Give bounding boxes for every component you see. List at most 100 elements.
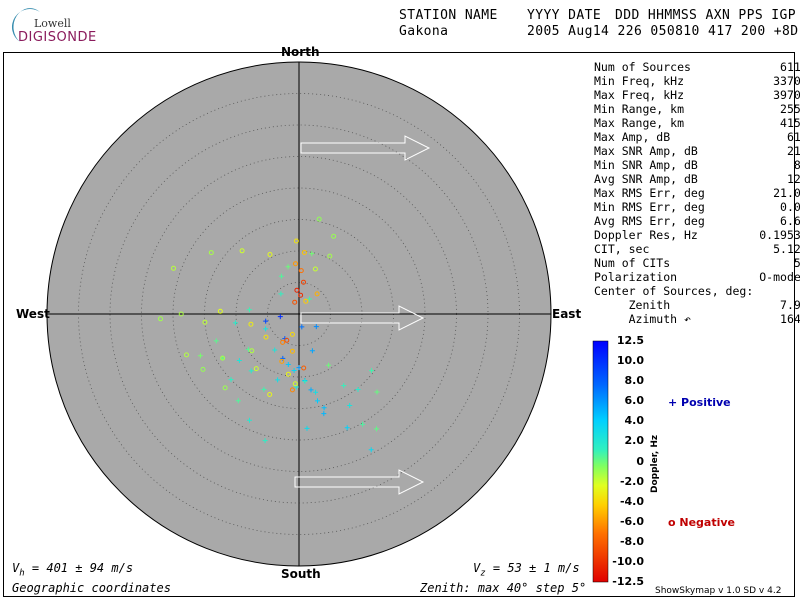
negative-point (200, 366, 206, 372)
colorbar-tick-label: 10.0 (616, 354, 644, 368)
positive-point (341, 383, 347, 389)
positive-point (228, 377, 234, 383)
positive-point (232, 320, 238, 326)
stats-row: Max SNR Amp, dB 21 (594, 144, 800, 158)
positive-point (374, 389, 380, 395)
stats-value: 3370 (773, 74, 800, 88)
stats-value: 164 (780, 312, 800, 326)
negative-point (184, 352, 189, 358)
legend-negative: o Negative (668, 516, 736, 529)
positive-point (262, 438, 268, 444)
negative-point (289, 348, 295, 354)
negative-point (301, 365, 307, 371)
legend-positive: + Positive (668, 396, 731, 409)
stats-row: Num of CITs 5 (594, 256, 800, 270)
negative-point (331, 233, 337, 239)
stats-row: Avg RMS Err, deg 6.6 (594, 214, 800, 228)
positive-point (235, 398, 241, 404)
stats-row: Max RMS Err, deg 21.0 (594, 186, 800, 200)
stats-label: Doppler Res, Hz (594, 228, 698, 242)
positive-point (275, 377, 281, 383)
stats-value: O-mode (759, 270, 800, 284)
colorbar-tick-label: 8.0 (624, 374, 645, 388)
positive-point (248, 368, 254, 374)
negative-point (301, 250, 307, 255)
positive-point (299, 324, 305, 330)
stats-value: 255 (780, 102, 800, 116)
vh-value: 401 ± 94 m/s (46, 561, 134, 575)
stats-value: 7.9 (780, 298, 800, 312)
positive-point (326, 362, 332, 368)
positive-point (296, 365, 302, 371)
positive-point (236, 358, 242, 363)
positive-point (272, 347, 278, 353)
positive-point (278, 291, 284, 297)
negative-point (178, 311, 184, 317)
header-station-label: STATION NAME (399, 8, 498, 23)
colorbar-tick-label: 4.0 (624, 414, 645, 428)
stats-row: Doppler Res, Hz 0.1953 (594, 228, 800, 242)
stats-row: Center of Sources, deg: (594, 284, 800, 298)
positive-point (285, 362, 291, 367)
positive-point (307, 296, 312, 302)
positive-point (278, 273, 284, 279)
positive-point (291, 368, 297, 373)
stats-label: Zenith (594, 298, 671, 312)
velocity-arrows (294, 135, 431, 495)
negative-point (279, 358, 285, 364)
stats-row: Min Range, km 255 (594, 102, 800, 116)
negative-point (301, 279, 306, 285)
negative-point (280, 339, 286, 345)
stats-value: 21.0 (773, 186, 800, 200)
velocity-arrow (294, 469, 425, 495)
positive-point (285, 264, 291, 270)
negative-point (253, 366, 259, 372)
colorbar-tick-label: -10.0 (612, 554, 644, 568)
positive-point (369, 368, 374, 374)
stats-table: Num of Sources 611 Min Freq, kHz 3370 Max Fr… (594, 60, 800, 326)
stats-value: 8 (793, 158, 800, 172)
velocity-arrow (300, 135, 431, 161)
positive-point (277, 314, 283, 320)
colorbar-tick-label: 0 (636, 454, 644, 468)
negative-point (202, 319, 208, 325)
stats-label: Min RMS Err, deg (594, 200, 705, 214)
positive-point (313, 389, 319, 395)
stats-value: 5 (793, 256, 800, 270)
positive-point (355, 387, 361, 392)
negative-point (298, 268, 304, 274)
skymap-plot (46, 61, 552, 567)
stats-row: Azimuth ↶ 164 (594, 312, 800, 326)
source-points (158, 216, 380, 453)
vz-label: Vz = 53 ± 1 m/s (473, 561, 580, 579)
header-date-label: YYYY DATE (527, 8, 602, 23)
label-east: East (552, 307, 582, 321)
stats-row: Max Range, km 415 (594, 116, 800, 130)
stats-row: Min RMS Err, deg 0.0 (594, 200, 800, 214)
stats-value: 3970 (773, 88, 800, 102)
stats-row: Max Amp, dB 61 (594, 130, 800, 144)
version-label: ShowSkymap v 1.0 SD v 4.2 (655, 586, 782, 596)
stats-value: 0.1953 (759, 228, 800, 242)
header-date-values: 2005 Aug14 226 050810 417 200 +8D (527, 24, 799, 39)
stats-value: 611 (780, 60, 800, 74)
stats-row: Min Freq, kHz 3370 (594, 74, 800, 88)
negative-point (217, 308, 223, 314)
negative-point (208, 250, 214, 256)
negative-point (327, 253, 333, 259)
negative-point (292, 381, 298, 387)
stats-row: Polarization O-mode (594, 270, 800, 284)
stats-label: Max Freq, kHz (594, 88, 685, 102)
stats-label: Num of CITs (594, 256, 671, 270)
colorbar-tick-label: 12.5 (616, 334, 644, 347)
stats-label: Azimuth ↶ (594, 312, 691, 326)
negative-point (316, 216, 322, 222)
negative-point (248, 321, 254, 327)
colorbar-title: Doppler, Hz (650, 434, 660, 493)
stats-value: 6.6 (780, 214, 800, 228)
positive-point (304, 425, 310, 431)
negative-point (289, 387, 295, 393)
stats-label: Avg RMS Err, deg (594, 214, 705, 228)
doppler-colorbar (592, 340, 609, 583)
